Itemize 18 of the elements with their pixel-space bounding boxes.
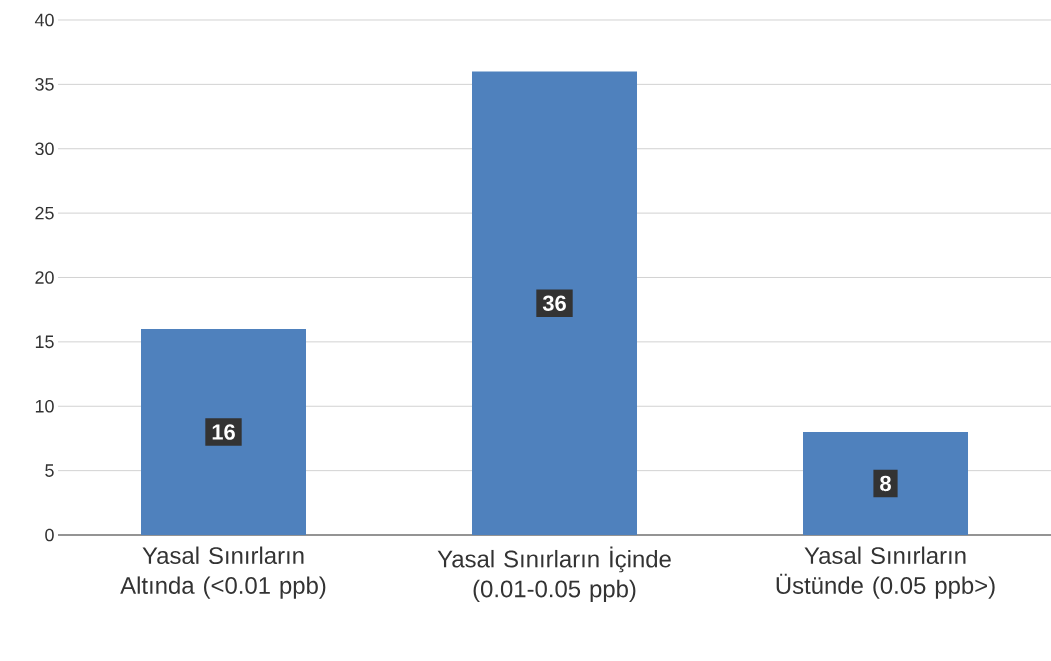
y-tick-label: 20 [35,271,54,284]
y-tick-label: 25 [35,206,54,220]
y-tick-label: 15 [35,335,54,349]
data-label: 36 [542,295,566,312]
y-tick-label: 35 [35,78,54,91]
y-tick-label: 10 [35,399,54,413]
x-tick-label: Yasal Sınırların Üstünde (0.05 ppb>) [776,546,995,599]
y-tick-label: 0 [45,528,54,542]
bar [472,71,637,535]
data-label: 8 [880,475,891,492]
x-tick-label: Yasal Sınırların İçinde (0.01-0.05 ppb) [437,546,671,603]
data-label: 16 [212,424,235,440]
x-tick-label: Yasal Sınırların Altında (<0.01 ppb) [120,546,326,599]
y-tick-label: 40 [34,13,54,27]
bar [803,432,969,535]
y-tick-label: 30 [35,142,54,156]
bar [141,329,306,535]
y-tick-label: 5 [45,464,54,477]
